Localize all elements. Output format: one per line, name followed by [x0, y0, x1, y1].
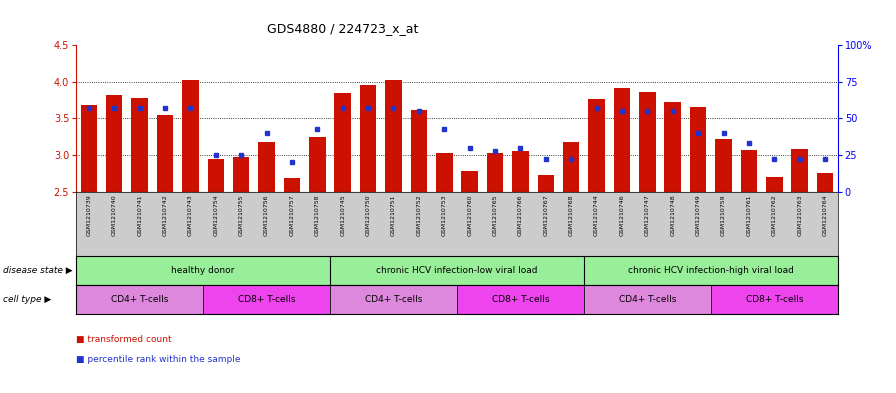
Bar [461, 171, 478, 191]
FancyBboxPatch shape [76, 285, 203, 314]
Bar [639, 92, 656, 191]
Text: GSM1210758: GSM1210758 [314, 195, 320, 236]
Text: GSM1210751: GSM1210751 [391, 195, 396, 236]
Text: GSM1210742: GSM1210742 [162, 195, 168, 237]
Bar [690, 107, 706, 191]
Text: GSM1210744: GSM1210744 [594, 195, 599, 237]
Text: ■ transformed count: ■ transformed count [76, 335, 172, 344]
Text: CD8+ T-cells: CD8+ T-cells [745, 295, 803, 304]
Bar [538, 175, 554, 191]
Text: CD4+ T-cells: CD4+ T-cells [365, 295, 422, 304]
Bar [157, 115, 173, 191]
Text: GSM1210747: GSM1210747 [645, 195, 650, 237]
Bar [258, 143, 275, 191]
Text: GSM1210766: GSM1210766 [518, 195, 523, 236]
Text: disease state ▶: disease state ▶ [3, 266, 73, 275]
Text: GSM1210754: GSM1210754 [213, 195, 219, 236]
FancyBboxPatch shape [584, 285, 711, 314]
Bar [715, 139, 732, 191]
Text: GSM1210759: GSM1210759 [721, 195, 726, 236]
Text: ■ percentile rank within the sample: ■ percentile rank within the sample [76, 354, 241, 364]
Bar [513, 151, 529, 191]
Bar [614, 88, 630, 191]
Text: GSM1210761: GSM1210761 [746, 195, 752, 236]
Text: GSM1210763: GSM1210763 [797, 195, 802, 236]
Bar [766, 177, 782, 191]
Bar [410, 110, 427, 191]
Bar [284, 178, 300, 191]
Bar [132, 98, 148, 191]
Text: GDS4880 / 224723_x_at: GDS4880 / 224723_x_at [267, 22, 418, 35]
Text: GSM1210767: GSM1210767 [543, 195, 548, 236]
Text: GSM1210760: GSM1210760 [467, 195, 472, 236]
Text: GSM1210768: GSM1210768 [569, 195, 573, 236]
Bar [309, 137, 325, 191]
FancyBboxPatch shape [457, 285, 584, 314]
Text: GSM1210746: GSM1210746 [619, 195, 625, 236]
Text: CD8+ T-cells: CD8+ T-cells [492, 295, 549, 304]
Text: GSM1210749: GSM1210749 [695, 195, 701, 237]
Text: CD4+ T-cells: CD4+ T-cells [111, 295, 168, 304]
FancyBboxPatch shape [203, 285, 330, 314]
Text: GSM1210748: GSM1210748 [670, 195, 676, 236]
Text: GSM1210745: GSM1210745 [340, 195, 345, 236]
Bar [106, 95, 123, 191]
Bar [233, 157, 249, 191]
Text: cell type ▶: cell type ▶ [3, 295, 51, 304]
Text: GSM1210740: GSM1210740 [112, 195, 116, 236]
Text: GSM1210765: GSM1210765 [493, 195, 497, 236]
Text: chronic HCV infection-low viral load: chronic HCV infection-low viral load [376, 266, 538, 275]
Bar [487, 153, 504, 191]
Bar [589, 99, 605, 191]
Bar [360, 85, 376, 191]
Text: GSM1210752: GSM1210752 [417, 195, 421, 236]
Text: GSM1210762: GSM1210762 [771, 195, 777, 236]
Text: GSM1210741: GSM1210741 [137, 195, 142, 236]
Bar [334, 93, 351, 191]
Bar [182, 80, 199, 191]
Text: CD4+ T-cells: CD4+ T-cells [618, 295, 676, 304]
Bar [665, 102, 681, 191]
Bar [385, 80, 401, 191]
Text: chronic HCV infection-high viral load: chronic HCV infection-high viral load [628, 266, 794, 275]
Text: healthy donor: healthy donor [171, 266, 235, 275]
Bar [817, 173, 833, 191]
Text: GSM1210764: GSM1210764 [823, 195, 828, 236]
Text: GSM1210750: GSM1210750 [366, 195, 371, 236]
Bar [741, 150, 757, 191]
Text: GSM1210757: GSM1210757 [289, 195, 295, 236]
Text: GSM1210743: GSM1210743 [188, 195, 193, 237]
Text: GSM1210756: GSM1210756 [264, 195, 269, 236]
Text: GSM1210739: GSM1210739 [86, 195, 91, 237]
Bar [436, 153, 452, 191]
FancyBboxPatch shape [330, 285, 457, 314]
Bar [81, 105, 97, 191]
Text: CD8+ T-cells: CD8+ T-cells [237, 295, 296, 304]
Bar [563, 142, 580, 191]
Text: GSM1210755: GSM1210755 [238, 195, 244, 236]
Bar [791, 149, 808, 191]
Text: GSM1210753: GSM1210753 [442, 195, 447, 236]
FancyBboxPatch shape [711, 285, 838, 314]
Bar [208, 159, 224, 191]
